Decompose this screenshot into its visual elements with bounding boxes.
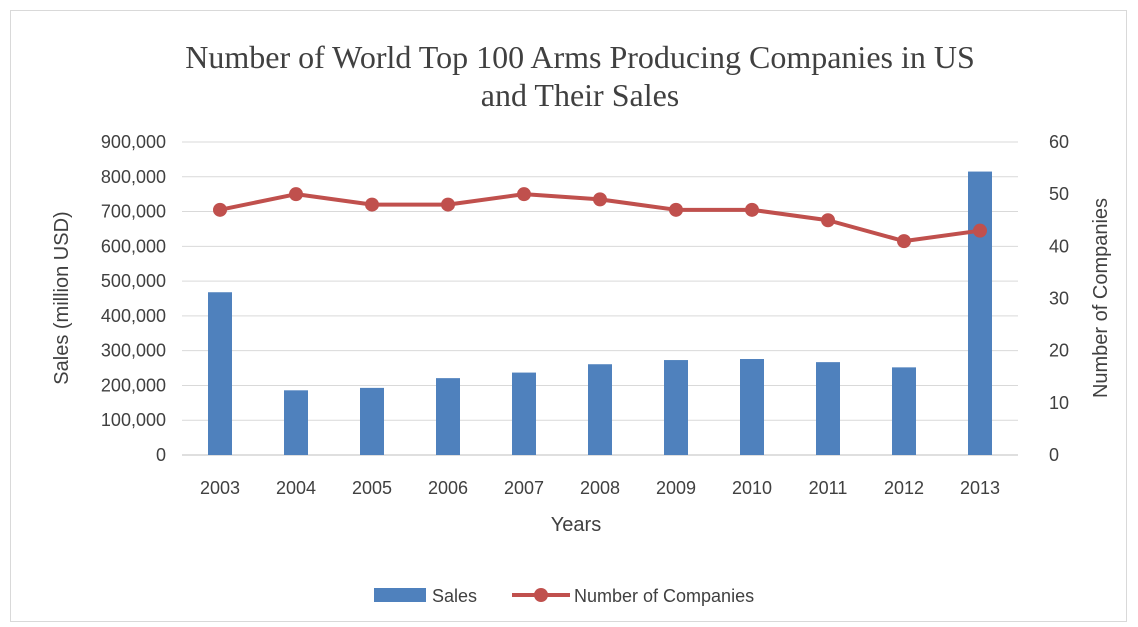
legend-sales-swatch xyxy=(374,588,426,602)
x-axis-tick-label: 2005 xyxy=(352,478,392,498)
sales-bar xyxy=(740,359,764,455)
right-axis-tick-label: 50 xyxy=(1049,184,1069,204)
companies-line xyxy=(213,187,987,249)
left-axis-title: Sales (million USD) xyxy=(51,211,73,384)
companies-point xyxy=(213,202,227,217)
sales-bar xyxy=(892,367,916,455)
legend-companies-marker xyxy=(534,588,548,602)
right-axis-tick-label: 10 xyxy=(1049,393,1069,413)
chart-title: Number of World Top 100 Arms Producing C… xyxy=(185,39,975,113)
companies-point xyxy=(289,187,303,202)
left-axis-tick-label: 300,000 xyxy=(101,341,166,361)
left-axis-tick-label: 100,000 xyxy=(101,410,166,430)
sales-bar xyxy=(588,364,612,455)
x-axis-tick-label: 2012 xyxy=(884,478,924,498)
companies-point xyxy=(517,187,531,202)
companies-point xyxy=(973,223,987,238)
left-axis-tick-label: 0 xyxy=(156,445,166,465)
chart-title-line-2: and Their Sales xyxy=(481,77,679,113)
left-axis-tick-label: 200,000 xyxy=(101,375,166,395)
chart-title-line-1: Number of World Top 100 Arms Producing C… xyxy=(185,39,975,75)
sales-bar xyxy=(512,372,536,455)
legend-sales-label: Sales xyxy=(432,586,477,606)
right-axis-tick-label: 30 xyxy=(1049,289,1069,309)
companies-point xyxy=(897,234,911,249)
sales-bar xyxy=(436,378,460,455)
left-axis-tick-label: 500,000 xyxy=(101,271,166,291)
x-axis-tick-label: 2003 xyxy=(200,478,240,498)
right-axis-tick-label: 60 xyxy=(1049,132,1069,152)
x-axis-ticks: 2003 2004 2005 2006 2007 2008 2009 2010 2011 2012… xyxy=(200,478,1000,498)
x-axis-tick-label: 2013 xyxy=(960,478,1000,498)
left-axis-tick-label: 700,000 xyxy=(101,202,166,222)
x-axis-title: Years xyxy=(551,514,601,536)
right-axis-tick-label: 0 xyxy=(1049,445,1059,465)
gridlines xyxy=(182,141,1018,456)
companies-point xyxy=(745,202,759,217)
sales-bar xyxy=(284,390,308,455)
x-axis-tick-label: 2006 xyxy=(428,478,468,498)
sales-bar xyxy=(208,292,232,455)
x-axis-tick-label: 2007 xyxy=(504,478,544,498)
sales-bar xyxy=(968,171,992,456)
x-axis-tick-label: 2010 xyxy=(732,478,772,498)
left-axis-tick-label: 800,000 xyxy=(101,167,166,187)
companies-point xyxy=(593,192,607,207)
x-axis-tick-label: 2008 xyxy=(580,478,620,498)
legend: Sales Number of Companies xyxy=(374,586,754,606)
right-axis-ticks: 0 10 20 30 40 50 60 xyxy=(1049,132,1069,465)
sales-bar xyxy=(360,387,384,455)
sales-bar xyxy=(664,360,688,455)
x-axis-tick-label: 2009 xyxy=(656,478,696,498)
x-axis-tick-label: 2004 xyxy=(276,478,316,498)
left-axis-tick-label: 600,000 xyxy=(101,236,166,256)
left-axis-ticks: 0 100,000 200,000 300,000 400,000 500,000 600,… xyxy=(101,132,166,465)
legend-companies-label: Number of Companies xyxy=(574,586,754,606)
companies-point xyxy=(669,202,683,217)
right-axis-tick-label: 40 xyxy=(1049,236,1069,256)
sales-bar xyxy=(816,362,840,455)
companies-point xyxy=(365,197,379,212)
companies-point xyxy=(821,213,835,228)
x-axis-tick-label: 2011 xyxy=(809,478,848,498)
sales-bars xyxy=(208,171,992,456)
companies-point xyxy=(441,197,455,212)
left-axis-tick-label: 400,000 xyxy=(101,306,166,326)
right-axis-tick-label: 20 xyxy=(1049,341,1069,361)
left-axis-tick-label: 900,000 xyxy=(101,132,166,152)
right-axis-title: Number of Companies xyxy=(1090,198,1112,398)
